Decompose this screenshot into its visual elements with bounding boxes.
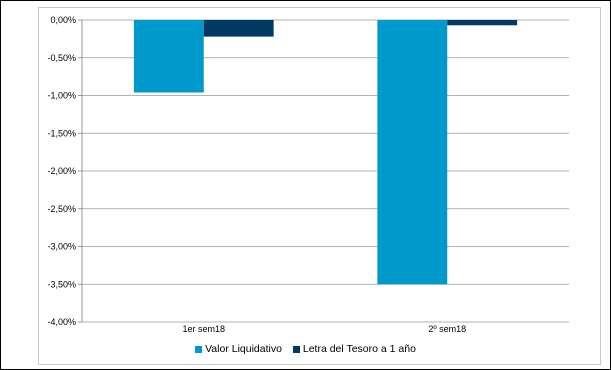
gridlines: [82, 19, 569, 323]
legend-item-letra-del-tesoro: Letra del Tesoro a 1 año: [292, 343, 416, 355]
x-tick-label: 2º sem18: [428, 324, 466, 334]
bars: [133, 20, 518, 285]
y-tick-label: -2,00%: [47, 166, 76, 176]
axes: [78, 19, 83, 323]
legend-label-letra-del-tesoro: Letra del Tesoro a 1 año: [302, 343, 416, 355]
bar-series-0-0: [133, 20, 204, 93]
y-tick-label: -0,50%: [47, 53, 76, 63]
legend-item-valor-liquidativo: Valor Liquidativo: [195, 343, 282, 355]
y-tick-labels: 0,00% -0,50% -1,00% -1,50% -2,00% -2,50% -3,00…: [47, 15, 76, 327]
x-tick-labels: 1er sem18 2º sem18: [182, 324, 466, 334]
legend-label-valor-liquidativo: Valor Liquidativo: [205, 343, 282, 355]
y-tick-label: -4,00%: [47, 317, 76, 327]
legend-swatch-letra-del-tesoro: [292, 345, 300, 353]
legend-swatch-valor-liquidativo: [195, 345, 203, 353]
y-tick-label: -1,50%: [47, 128, 76, 138]
bar-series-1-0: [203, 20, 274, 37]
y-tick-label: -1,00%: [47, 91, 76, 101]
y-tick-label: -3,00%: [47, 242, 76, 252]
bar-series-1-1: [447, 20, 518, 26]
legend: Valor Liquidativo Letra del Tesoro a 1 a…: [0, 343, 611, 356]
chart-area-border: [38, 7, 601, 365]
y-tick-label: 0,00%: [50, 15, 76, 25]
y-tick-label: -3,50%: [47, 279, 76, 289]
y-tick-label: -2,50%: [47, 204, 76, 214]
x-tick-label: 1er sem18: [182, 324, 225, 334]
bar-series-0-1: [377, 20, 448, 285]
